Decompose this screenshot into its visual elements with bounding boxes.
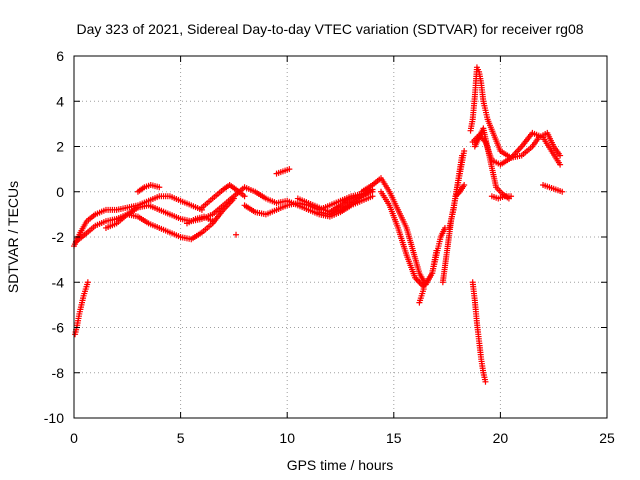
data-point — [358, 191, 365, 198]
series-track-e — [198, 181, 248, 211]
axis-ticks — [73, 55, 608, 419]
data-point — [559, 188, 566, 195]
series-track-x — [294, 191, 365, 216]
y-tick-label: -2 — [52, 229, 65, 245]
y-tick-label: 2 — [56, 139, 64, 155]
data-point — [233, 231, 240, 238]
series-track-q — [471, 125, 512, 202]
series-track-k — [416, 286, 427, 306]
series-track-u — [72, 279, 91, 338]
grid — [74, 56, 607, 418]
series-track-d — [134, 181, 163, 195]
data-point — [286, 166, 293, 173]
data-point — [241, 193, 248, 200]
series-track-j — [378, 188, 448, 290]
chart-title: Day 323 of 2021, Sidereal Day-to-day VTE… — [76, 21, 583, 37]
x-tick-label: 25 — [599, 430, 615, 446]
x-tick-labels: 0 5 10 15 20 25 — [70, 430, 615, 446]
series-track-v — [183, 213, 216, 227]
y-tick-labels: -10 -8 -6 -4 -2 0 2 4 6 — [44, 48, 64, 426]
series-track-n — [452, 181, 468, 200]
y-tick-label: 4 — [56, 93, 64, 109]
x-tick-label: 0 — [70, 430, 78, 446]
data-point — [420, 286, 427, 293]
data-point — [209, 218, 216, 225]
data-point — [482, 378, 489, 385]
data-point — [461, 181, 468, 188]
series-track-g — [273, 166, 293, 177]
y-tick-label: -10 — [44, 410, 64, 426]
y-axis-label: SDTVAR / TECUs — [5, 181, 21, 293]
series-track-w — [233, 231, 240, 238]
series-track-t — [540, 181, 566, 195]
y-tick-label: 6 — [56, 48, 64, 64]
series-track-m — [446, 152, 466, 231]
data-point — [557, 152, 564, 159]
y-tick-label: -4 — [52, 274, 65, 290]
y-tick-label: -8 — [52, 365, 65, 381]
series-track-r — [488, 193, 515, 202]
x-tick-label: 10 — [279, 430, 295, 446]
data-points — [71, 64, 566, 385]
series-track-s — [469, 279, 489, 385]
data-point — [508, 193, 515, 200]
data-point — [84, 279, 91, 286]
x-axis-label: GPS time / hours — [287, 457, 394, 473]
data-point — [461, 148, 468, 155]
plot-frame — [73, 55, 608, 419]
y-tick-label: -6 — [52, 320, 65, 336]
x-tick-label: 5 — [177, 430, 185, 446]
data-point — [557, 161, 564, 168]
y-tick-label: 0 — [56, 184, 64, 200]
data-point — [156, 184, 163, 191]
data-point — [459, 152, 466, 159]
series-track-f — [241, 188, 376, 218]
x-tick-label: 20 — [493, 430, 509, 446]
x-tick-label: 15 — [386, 430, 402, 446]
